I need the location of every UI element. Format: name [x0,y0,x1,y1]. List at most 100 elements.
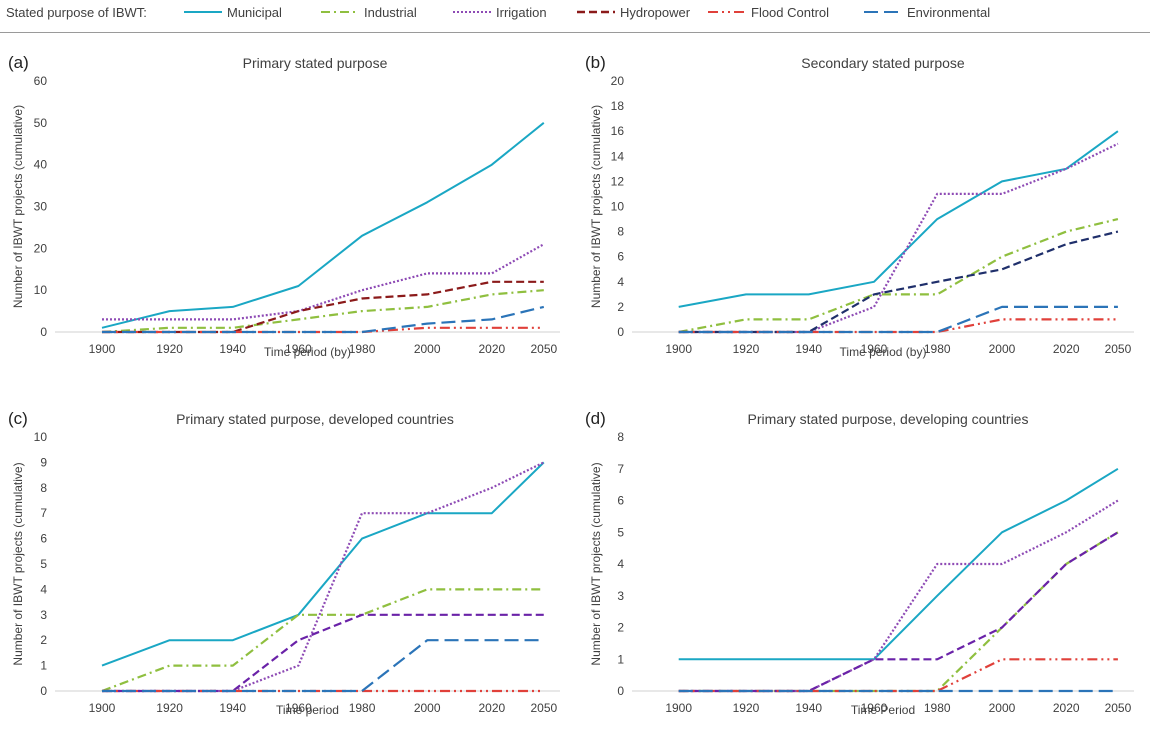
y-tick-label: 2 [40,633,47,647]
x-tick-label: 2020 [478,701,505,715]
y-tick-label: 1 [617,652,624,666]
legend-label: Environmental [907,4,991,20]
series-line-irrigation [678,499,1119,693]
legend-label: Irrigation [496,4,547,20]
series-line-municipal [678,467,1119,661]
x-tick-label: 2020 [478,342,505,356]
series-line-environmental [678,305,1118,334]
x-tick-label: 1900 [665,701,692,715]
chart-panel-c: (c) Primary stated purpose, developed cou… [8,409,560,717]
y-tick-label: 0 [40,684,47,698]
x-tick-label: 1900 [89,342,116,356]
y-tick-label: 0 [617,325,624,339]
x-tick-label: 1980 [924,701,951,715]
legend-item-environmental: Environmental [863,3,990,21]
chart-legend: Stated purpose of IBWT: Municipal Industr… [0,0,1150,26]
y-tick-label: 50 [34,116,48,130]
x-tick-label: 1900 [89,701,116,715]
series-line-hydropower [102,280,544,334]
y-tick-label: 10 [34,430,48,444]
x-tick-label: 1980 [349,701,376,715]
x-tick-label: 1940 [795,701,822,715]
y-tick-label: 4 [617,275,624,289]
y-tick-label: 16 [611,124,625,138]
chart-title: Primary stated purpose, developing count… [748,411,1029,427]
legend-item-hydropower: Hydropower [576,3,690,21]
y-axis-label: Number of IBWT projects (cumulative) [11,105,25,308]
y-tick-label: 5 [617,525,624,539]
legend-label: Flood Control [751,4,830,20]
y-tick-label: 60 [34,74,48,88]
series-line-hydropower [678,230,1119,334]
y-tick-label: 10 [34,283,48,297]
y-tick-label: 0 [617,684,624,698]
series-line-hydropower [102,613,544,693]
y-tick-label: 40 [34,158,48,172]
x-tick-label: 2000 [414,342,441,356]
y-tick-label: 6 [40,532,47,546]
x-tick-label: 2000 [989,701,1016,715]
legend-swatch [321,11,359,13]
y-tick-label: 4 [40,582,47,596]
legend-item-municipal: Municipal [183,3,282,21]
y-tick-label: 7 [40,506,47,520]
series-line-environmental [102,305,545,334]
panel-letter: (d) [585,409,606,428]
y-tick-label: 8 [617,430,624,444]
y-tick-label: 18 [611,99,625,113]
legend-label: Municipal [227,4,282,20]
y-tick-label: 6 [617,494,624,508]
x-tick-label: 1920 [733,342,760,356]
x-tick-label: 1900 [665,342,692,356]
x-axis-label: Time period [276,703,339,717]
legend-swatch [577,10,615,14]
series-line-municipal [101,122,545,329]
x-tick-label: 2000 [414,701,441,715]
series-line-industrial [678,218,1119,334]
chart-title: Secondary stated purpose [801,55,965,71]
series-line-irrigation [102,243,545,321]
legend-label: Hydropower [620,4,691,20]
chart-title: Primary stated purpose [243,55,388,71]
x-tick-label: 1960 [861,701,888,715]
x-axis-label: Time period (by) [840,345,927,359]
x-tick-label: 2050 [1105,701,1132,715]
x-tick-label: 1960 [285,342,312,356]
x-tick-label: 2020 [1053,342,1080,356]
series-line-flood-control [678,318,1118,334]
legend-title: Stated purpose of IBWT: [6,5,147,20]
x-tick-label: 2000 [989,342,1016,356]
series-line-municipal [678,130,1119,308]
panel-letter: (b) [585,53,606,72]
y-tick-label: 1 [40,659,47,673]
legend-label: Industrial [364,4,417,20]
legend-swatch [184,11,222,13]
series-line-hydropower [678,531,1119,693]
x-tick-label: 1980 [924,342,951,356]
legend-item-flood-control: Flood Control [707,3,829,21]
x-tick-label: 1940 [795,342,822,356]
x-tick-label: 1960 [861,342,888,356]
y-tick-label: 30 [34,200,48,214]
chart-panel-b: (b) Secondary stated purpose 0 2 4 6 8 10 12 14 16… [585,53,1134,359]
legend-item-industrial: Industrial [320,3,417,21]
y-tick-label: 9 [40,455,47,469]
x-tick-label: 1980 [349,342,376,356]
legend-item-irrigation: Irrigation [452,3,547,21]
x-tick-label: 1920 [733,701,760,715]
legend-swatch [708,11,746,13]
y-tick-label: 2 [617,621,624,635]
chart-panel-a: (a) Primary stated purpose 0 10 20 30 40 50 60 19… [8,53,560,359]
x-tick-label: 1920 [156,342,183,356]
y-tick-label: 3 [40,608,47,622]
x-tick-label: 2050 [530,701,557,715]
y-tick-label: 2 [617,300,624,314]
x-tick-label: 2050 [530,342,557,356]
series-line-industrial [678,531,1119,693]
series-line-flood-control [678,658,1118,693]
x-tick-label: 1940 [219,701,246,715]
y-tick-label: 4 [617,557,624,571]
series-line-environmental [102,639,544,693]
series-line-industrial [101,289,544,334]
